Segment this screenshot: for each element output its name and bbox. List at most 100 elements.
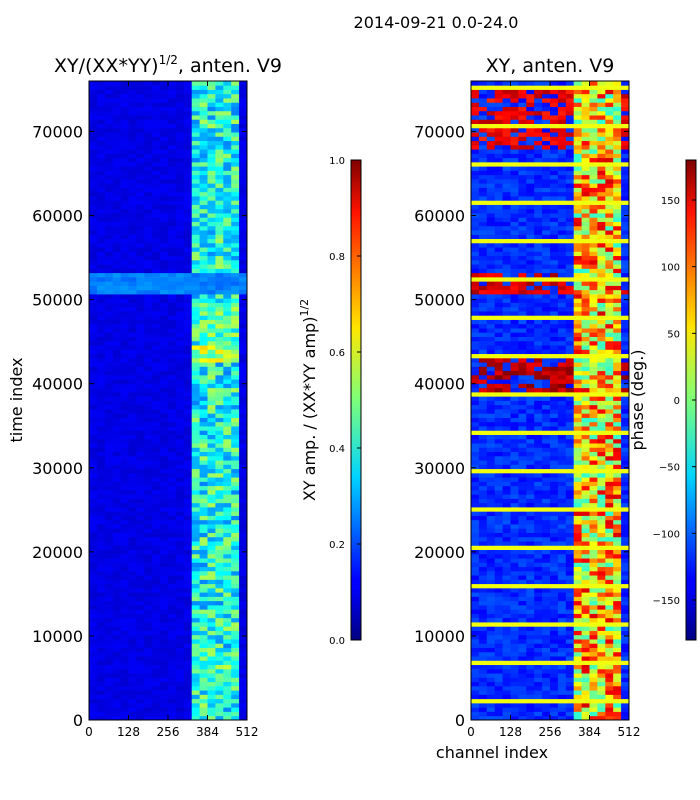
left-heatmap-cell: [96, 178, 106, 184]
right-heatmap-cell: [605, 609, 614, 614]
left-heatmap-cell: [223, 541, 232, 546]
right-heatmap-cell: [542, 600, 551, 606]
left-heatmap-cell: [215, 553, 224, 559]
right-heatmap-cell: [597, 685, 606, 691]
right-heatmap-cell: [486, 536, 496, 542]
left-heatmap-cell: [128, 136, 137, 142]
left-heatmap-cell: [112, 362, 121, 367]
left-heatmap-cell: [175, 477, 185, 482]
right-heatmap-cell: [605, 562, 614, 568]
left-heatmap-cell: [223, 323, 232, 329]
left-heatmap-cell: [215, 396, 224, 401]
right-heatmap-cell: [486, 515, 496, 521]
right-heatmap-cell: [589, 579, 598, 585]
right-heatmap-cell: [605, 468, 614, 474]
left-heatmap-cell: [223, 447, 232, 453]
left-heatmap-cell: [152, 609, 161, 614]
left-heatmap-cell: [223, 472, 232, 478]
right-heatmap-cell: [621, 494, 629, 499]
left-heatmap-cell: [144, 157, 153, 163]
right-heatmap-cell: [478, 366, 488, 372]
left-heatmap-cell: [152, 622, 161, 627]
left-heatmap-cell: [104, 460, 114, 465]
left-heatmap-cell: [199, 434, 208, 440]
left-heatmap-cell: [128, 391, 137, 397]
left-heatmap-cell: [215, 204, 224, 210]
left-heatmap-cell: [175, 630, 185, 636]
left-heatmap-cell: [144, 489, 153, 495]
left-heatmap-cell: [223, 409, 232, 414]
right-heatmap-cell: [557, 379, 567, 384]
left-heatmap-cell: [239, 285, 247, 291]
left-heatmap-cell: [199, 234, 208, 240]
right-heatmap-cell: [518, 477, 527, 482]
right-heatmap-cell: [565, 558, 575, 563]
left-heatmap-cell: [223, 528, 232, 533]
left-heatmap-cell: [152, 311, 161, 316]
right-heatmap-cell: [573, 562, 582, 568]
left-heatmap-cell: [207, 93, 216, 99]
left-heatmap-cell: [199, 464, 208, 470]
left-heatmap-cell: [152, 570, 161, 576]
right-heatmap-cell: [494, 519, 503, 525]
right-heatmap-cell: [502, 681, 511, 687]
right-heatmap-cell: [581, 596, 590, 602]
right-heatmap-cell: [534, 570, 543, 576]
right-heatmap-cell: [565, 323, 575, 329]
left-heatmap-cell: [104, 153, 114, 159]
left-heatmap-cell: [152, 417, 161, 423]
left-heatmap-cell: [223, 592, 232, 597]
left-heatmap-cell: [215, 340, 224, 346]
right-heatmap-cell: [605, 643, 614, 648]
left-heatmap-cell: [89, 259, 98, 265]
left-y-tick-label: 20000: [32, 543, 83, 562]
left-heatmap-cell: [89, 102, 98, 107]
left-heatmap-cell: [136, 353, 145, 359]
left-heatmap-cell: [183, 566, 193, 572]
right-heatmap-cell: [589, 311, 598, 316]
right-heatmap-cell: [494, 617, 503, 623]
right-heatmap-cell: [534, 690, 543, 695]
right-heatmap-cell: [573, 528, 582, 533]
left-heatmap-cell: [239, 166, 247, 171]
right-heatmap-cell: [486, 668, 496, 674]
left-heatmap-cell: [239, 362, 247, 367]
right-heatmap-cell: [534, 494, 543, 499]
left-heatmap-cell: [215, 681, 224, 687]
left-heatmap-cell: [175, 545, 185, 550]
right-heatmap-cell: [534, 698, 543, 704]
left-heatmap-cell: [207, 396, 216, 401]
left-heatmap-cell: [239, 289, 247, 295]
right-heatmap-cell: [486, 387, 496, 393]
left-heatmap-cell: [120, 357, 129, 363]
left-heatmap-cell: [199, 110, 208, 116]
right-heatmap-cell: [478, 600, 488, 606]
right-heatmap-cell: [597, 613, 606, 619]
left-heatmap-cell: [104, 157, 114, 163]
left-heatmap-cell: [207, 417, 216, 423]
right-heatmap-cell: [494, 694, 503, 700]
left-heatmap-cell: [175, 617, 185, 623]
right-heatmap-cell: [597, 409, 606, 414]
right-heatmap-cell: [494, 575, 503, 580]
left-heatmap-cell: [128, 370, 137, 376]
left-heatmap-cell: [136, 502, 145, 508]
left-heatmap-cell: [96, 400, 106, 406]
left-heatmap-cell: [144, 204, 153, 210]
right-heatmap-cell: [518, 391, 527, 397]
right-heatmap-cell: [565, 592, 575, 597]
left-heatmap-cell: [160, 434, 169, 440]
left-heatmap-cell: [191, 468, 200, 474]
right-heatmap-cell: [502, 613, 511, 619]
left-heatmap-cell: [128, 217, 137, 222]
left-heatmap-cell: [207, 221, 216, 227]
right-heatmap-cell: [478, 485, 488, 491]
left-heatmap-cell: [112, 562, 121, 568]
right-heatmap-cell: [494, 400, 503, 406]
left-heatmap-cell: [215, 664, 224, 670]
left-heatmap-cell: [96, 711, 106, 717]
left-heatmap-cell: [104, 366, 114, 372]
right-heatmap-cell: [557, 711, 567, 717]
right-heatmap-cell: [565, 681, 575, 687]
left-heatmap-cell: [215, 421, 224, 427]
